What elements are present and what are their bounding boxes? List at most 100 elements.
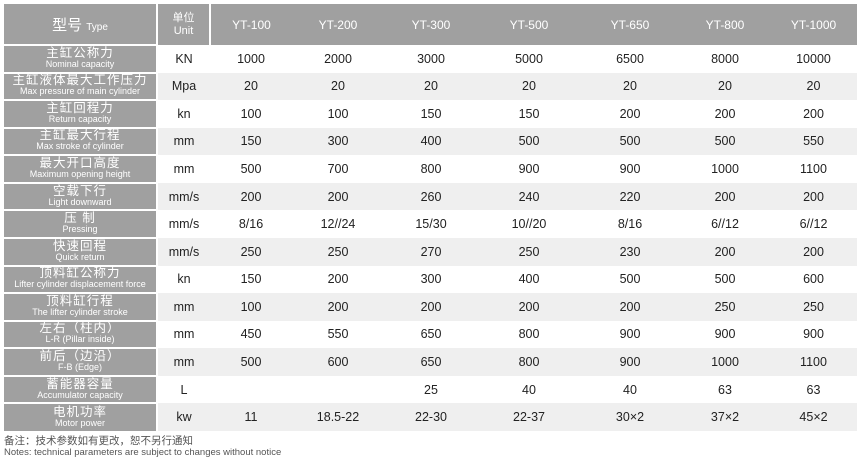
value-cell: 40 xyxy=(623,382,637,397)
value-cell: 250 xyxy=(770,293,857,321)
value-cell: 900 xyxy=(803,327,824,342)
value-cell: 100 xyxy=(210,293,292,321)
row-unit: Mpa xyxy=(157,72,210,101)
value-cell: 500 xyxy=(680,127,770,156)
value-cell xyxy=(292,376,384,404)
value-cell: 1000 xyxy=(237,51,265,66)
table-row: 左右（柱内） L-R (Pillar inside) mm 450 550 650 800 9… xyxy=(4,319,857,349)
row-label: 快速回程 Quick return xyxy=(4,236,158,266)
value-cell: 150 xyxy=(518,106,540,121)
value-cell: 200 xyxy=(770,182,857,211)
value-cell: 22-30 xyxy=(384,403,478,431)
row-label: 电机功率 Motor power xyxy=(4,402,158,431)
row-unit: mm/s xyxy=(157,237,210,266)
row-label-zh: 左右（柱内） xyxy=(39,321,121,336)
table-row: 主缸公称力 Nominal capacity KN 1000 2000 3000 5000 6… xyxy=(4,44,857,73)
row-label: 顶料缸行程 The lifter cylinder stroke xyxy=(4,292,158,321)
row-unit: mm xyxy=(157,127,210,156)
value-cell: 650 xyxy=(420,327,442,342)
value-cell: 10000 xyxy=(796,51,831,66)
value-cell: 200 xyxy=(478,293,580,321)
value-cell: 900 xyxy=(714,327,736,342)
value-cell: 20 xyxy=(580,72,680,101)
type-header-zh: 型号 xyxy=(52,16,83,34)
notes-zh: 备注：技术参数如有更改，恕不另行通知 xyxy=(4,435,193,447)
row-label-en: Accumulator capacity xyxy=(37,389,123,400)
value-cell: 37×2 xyxy=(680,403,770,431)
value-cell: 200 xyxy=(292,293,384,321)
row-label-en: The lifter cylinder stroke xyxy=(32,306,128,317)
value-cell: 200 xyxy=(714,106,736,121)
header-row: 型号 Type 单位 Unit YT-100 YT-200 YT-300 YT-500 Y… xyxy=(4,4,857,45)
value-cell: 400 xyxy=(384,127,478,156)
model-header: YT-1000 xyxy=(770,4,857,45)
row-label: 最大开口高度 Maximum opening height xyxy=(4,154,158,183)
value-cell: 500 xyxy=(580,127,680,156)
table-row: 前后（边沿） F-B (Edge) mm 500 600 650 800 900 1000 110… xyxy=(4,347,857,376)
notes: 备注：技术参数如有更改，恕不另行通知 Notes: technical para… xyxy=(4,435,281,459)
value-cell: 100 xyxy=(240,106,262,121)
row-unit: mm/s xyxy=(168,217,200,232)
model-header: YT-300 xyxy=(384,4,478,45)
value-cell: 600 xyxy=(292,348,384,376)
value-cell: 1100 xyxy=(800,162,827,177)
row-label-en: Nominal capacity xyxy=(45,58,115,69)
value-cell: 150 xyxy=(240,272,262,287)
row-label: 主缸公称力 Nominal capacity xyxy=(4,44,158,73)
value-cell: 11 xyxy=(210,403,292,431)
value-cell: 20 xyxy=(680,72,770,101)
table-row: 主缸液体最大工作压力 Max pressure of main cylinder M… xyxy=(4,71,857,101)
value-cell: 63 xyxy=(806,382,821,397)
value-cell: 900 xyxy=(619,327,641,342)
row-label: 压 制 Pressing xyxy=(4,209,158,238)
row-label-en: Return capacity xyxy=(48,113,112,124)
row-label: 前后（边沿） F-B (Edge) xyxy=(4,347,158,376)
value-cell: 900 xyxy=(580,348,680,376)
value-cell: 150 xyxy=(420,106,442,121)
value-cell: 200 xyxy=(770,237,857,266)
row-label-zh: 主缸回程力 xyxy=(46,100,114,115)
value-cell: 150 xyxy=(210,127,292,156)
value-cell: 2000 xyxy=(324,51,352,66)
specifications-table: 型号 Type 单位 Unit YT-100 YT-200 YT-300 YT-500 Y… xyxy=(4,4,857,431)
value-cell: 200 xyxy=(803,106,824,121)
row-unit: kn xyxy=(177,272,191,287)
model-header: YT-100 xyxy=(210,4,292,45)
value-cell: 10//20 xyxy=(511,217,547,232)
table-row: 快速回程 Quick return mm/s 250 250 270 250 230 200 20… xyxy=(4,236,857,266)
row-label-zh: 蓄能器容量 xyxy=(46,376,114,391)
value-cell xyxy=(210,376,292,404)
value-cell: 260 xyxy=(384,182,478,211)
value-cell: 550 xyxy=(770,127,857,156)
value-cell: 20 xyxy=(770,72,857,101)
model-header: YT-500 xyxy=(478,4,580,45)
value-cell: 200 xyxy=(384,293,478,321)
table-row: 最大开口高度 Maximum opening height mm 500 700 800 9… xyxy=(4,154,857,183)
value-cell: 100 xyxy=(327,106,349,121)
value-cell: 8/16 xyxy=(617,217,643,232)
value-cell: 250 xyxy=(292,237,384,266)
row-label-en: Maximum opening height xyxy=(29,169,131,180)
row-label-zh: 前后（边沿） xyxy=(39,348,121,363)
value-cell: 700 xyxy=(327,162,349,177)
row-label-en: Pressing xyxy=(62,224,98,235)
value-cell: 200 xyxy=(327,272,349,287)
value-cell: 18.5-22 xyxy=(292,403,384,431)
row-label: 左右（柱内） L-R (Pillar inside) xyxy=(4,319,158,349)
row-label-zh: 最大开口高度 xyxy=(39,156,121,171)
value-cell: 500 xyxy=(240,162,262,177)
row-label-zh: 顶料缸公称力 xyxy=(39,266,121,281)
row-label-zh: 电机功率 xyxy=(52,404,107,419)
row-unit: L xyxy=(180,382,188,397)
value-cell: 20 xyxy=(478,72,580,101)
row-label: 空载下行 Light downward xyxy=(4,181,158,211)
value-cell: 1000 xyxy=(711,162,739,177)
notes-en: Notes: technical parameters are subject … xyxy=(4,447,282,458)
table-row: 主缸最大行程 Max stroke of cylinder mm 150 300 400 5… xyxy=(4,126,857,156)
table-row: 顶料缸公称力 Lifter cylinder displacement force… xyxy=(4,264,857,294)
row-label: 蓄能器容量 Accumulator capacity xyxy=(4,374,158,404)
table-row: 主缸回程力 Return capacity kn 100 100 150 150 200 200… xyxy=(4,99,857,128)
row-unit: KN xyxy=(175,51,193,66)
row-label-zh: 主缸液体最大工作压力 xyxy=(12,73,148,88)
value-cell: 22-37 xyxy=(478,403,580,431)
